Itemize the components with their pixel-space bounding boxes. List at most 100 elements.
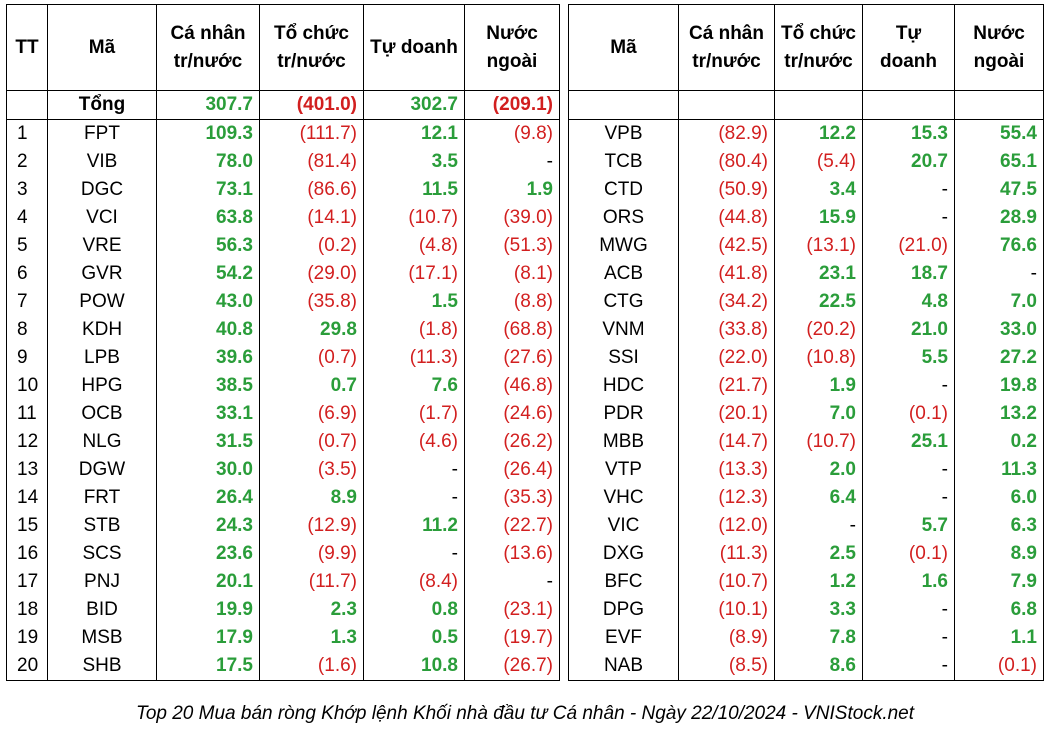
foreign-value: (22.7) <box>464 512 560 540</box>
table-row: BFC (10.7) 1.2 1.6 7.9 <box>568 568 1044 596</box>
table-row: 13 DGW 30.0 (3.5) - (26.4) <box>6 456 560 484</box>
individual-value: 30.0 <box>156 456 260 484</box>
table-row: 11 OCB 33.1 (6.9) (1.7) (24.6) <box>6 400 560 428</box>
table-row: 18 BID 19.9 2.3 0.8 (23.1) <box>6 596 560 624</box>
header-individual-line1: Cá nhân <box>170 22 246 44</box>
organization-value: 3.3 <box>774 596 863 624</box>
row-number: 20 <box>6 652 48 681</box>
stock-code: SHB <box>47 652 157 681</box>
proprietary-value: - <box>862 652 955 681</box>
individual-value: (8.5) <box>678 652 775 681</box>
foreign-value: - <box>464 568 560 596</box>
stock-code: OCB <box>47 400 157 428</box>
header-individual: Cá nhân tr/nước <box>678 4 775 91</box>
stock-code: NAB <box>568 652 679 681</box>
header-code: Mã <box>47 4 157 91</box>
right-header-row: Mã Cá nhân tr/nước Tổ chức tr/nước Tự doanh… <box>568 4 1044 91</box>
foreign-value: - <box>954 260 1044 288</box>
proprietary-value: - <box>862 596 955 624</box>
organization-value: 8.9 <box>259 484 364 512</box>
individual-value: (42.5) <box>678 232 775 260</box>
organization-value: (1.6) <box>259 652 364 681</box>
table-row: 3 DGC 73.1 (86.6) 11.5 1.9 <box>6 176 560 204</box>
foreign-value: (23.1) <box>464 596 560 624</box>
caption: Top 20 Mua bán ròng Khớp lệnh Khối nhà đ… <box>135 703 915 724</box>
organization-value: 2.5 <box>774 540 863 568</box>
proprietary-value: (11.3) <box>363 344 465 372</box>
total-individual: 307.7 <box>156 90 260 120</box>
individual-value: (50.9) <box>678 176 775 204</box>
table-row: MWG (42.5) (13.1) (21.0) 76.6 <box>568 232 1044 260</box>
stock-code: ORS <box>568 204 679 232</box>
proprietary-value: - <box>363 456 465 484</box>
header-proprietary: Tự doanh <box>862 4 955 91</box>
total-proprietary: 302.7 <box>363 90 465 120</box>
proprietary-value: (4.6) <box>363 428 465 456</box>
proprietary-value: (21.0) <box>862 232 955 260</box>
organization-value: (9.9) <box>259 540 364 568</box>
organization-value: 6.4 <box>774 484 863 512</box>
table-row: 15 STB 24.3 (12.9) 11.2 (22.7) <box>6 512 560 540</box>
organization-value: (5.4) <box>774 148 863 176</box>
organization-value: (35.8) <box>259 288 364 316</box>
foreign-value: 27.2 <box>954 344 1044 372</box>
foreign-value: (0.1) <box>954 652 1044 681</box>
proprietary-value: (0.1) <box>862 400 955 428</box>
foreign-value: (26.4) <box>464 456 560 484</box>
table-row: HDC (21.7) 1.9-19.8 <box>568 372 1044 400</box>
organization-value: 29.8 <box>259 316 364 344</box>
proprietary-value: (8.4) <box>363 568 465 596</box>
stock-code: VIC <box>568 512 679 540</box>
table-row: DXG (11.3) 2.5 (0.1) 8.9 <box>568 540 1044 568</box>
organization-value: (12.9) <box>259 512 364 540</box>
organization-value: 1.9 <box>774 372 863 400</box>
table-row: 1 FPT 109.3 (111.7) 12.1 (9.8) <box>6 119 560 148</box>
proprietary-value: 11.2 <box>363 512 465 540</box>
table-row: VIC (12.0) -5.7 6.3 <box>568 512 1044 540</box>
stock-code: VRE <box>47 232 157 260</box>
individual-value: 17.9 <box>156 624 260 652</box>
table-row: VNM (33.8) (20.2) 21.0 33.0 <box>568 316 1044 344</box>
proprietary-value: (4.8) <box>363 232 465 260</box>
organization-value: (86.6) <box>259 176 364 204</box>
foreign-value: 6.0 <box>954 484 1044 512</box>
table-row: MBB (14.7) (10.7) 25.1 0.2 <box>568 428 1044 456</box>
header-foreign-line2: ngoài <box>973 50 1025 72</box>
header-organization-line2: tr/nước <box>277 50 346 72</box>
proprietary-value: 5.7 <box>862 512 955 540</box>
stock-code: STB <box>47 512 157 540</box>
row-number: 2 <box>6 148 48 176</box>
individual-value: (22.0) <box>678 344 775 372</box>
individual-value: 43.0 <box>156 288 260 316</box>
proprietary-value: 12.1 <box>363 119 465 148</box>
stock-code: PDR <box>568 400 679 428</box>
foreign-value: (51.3) <box>464 232 560 260</box>
header-proprietary-line1: Tự <box>895 22 922 44</box>
proprietary-value: 1.6 <box>862 568 955 596</box>
foreign-value: (27.6) <box>464 344 560 372</box>
row-number: 5 <box>6 232 48 260</box>
row-number: 11 <box>6 400 48 428</box>
header-individual: Cá nhân tr/nước <box>156 4 260 91</box>
foreign-value: (39.0) <box>464 204 560 232</box>
organization-value: (20.2) <box>774 316 863 344</box>
stock-code: DGW <box>47 456 157 484</box>
stock-code: GVR <box>47 260 157 288</box>
left-header-row: TT Mã Cá nhân tr/nước Tổ chức tr/nước Tự d… <box>6 4 560 91</box>
header-individual-line2: tr/nước <box>692 50 761 72</box>
organization-value: (6.9) <box>259 400 364 428</box>
individual-value: 56.3 <box>156 232 260 260</box>
foreign-value: (24.6) <box>464 400 560 428</box>
stock-code: VPB <box>568 119 679 148</box>
table-row: CTD (50.9) 3.4-47.5 <box>568 176 1044 204</box>
organization-value: (0.7) <box>259 344 364 372</box>
proprietary-value: - <box>862 624 955 652</box>
header-foreign-line2: ngoài <box>486 50 538 72</box>
organization-value: (29.0) <box>259 260 364 288</box>
proprietary-value: 4.8 <box>862 288 955 316</box>
proprietary-value: 25.1 <box>862 428 955 456</box>
stock-code: LPB <box>47 344 157 372</box>
stock-code: VIB <box>47 148 157 176</box>
stock-code: SCS <box>47 540 157 568</box>
foreign-value: 7.0 <box>954 288 1044 316</box>
